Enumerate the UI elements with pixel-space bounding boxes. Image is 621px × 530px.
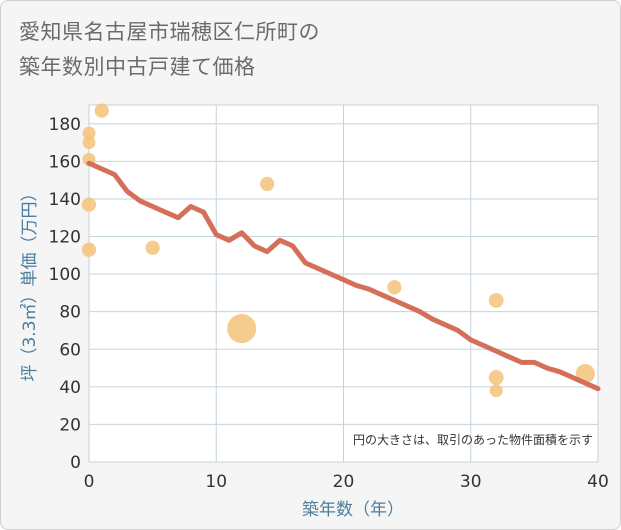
y-tick-label: 100 <box>49 265 81 285</box>
x-axis-label: 築年数（年） <box>302 500 404 520</box>
y-tick-label: 60 <box>59 340 81 360</box>
data-point <box>488 370 504 385</box>
x-tick-label: 0 <box>84 472 95 492</box>
y-tick-label: 140 <box>49 190 81 210</box>
y-tick-label: 120 <box>49 228 81 248</box>
data-point <box>81 197 97 212</box>
y-tick-label: 160 <box>49 152 81 172</box>
data-point <box>94 103 109 118</box>
data-point <box>82 136 96 150</box>
y-tick-label: 40 <box>59 378 81 398</box>
chart-title-line-2: 築年数別中古戸建て価格 <box>19 55 256 79</box>
plot-border <box>88 104 599 463</box>
data-point <box>227 314 257 344</box>
y-tick-label: 0 <box>70 453 81 473</box>
chart-title: 愛知県名古屋市瑞穂区仁所町の 築年数別中古戸建て価格 <box>19 15 579 85</box>
data-point <box>387 280 402 295</box>
chart-title-line-1: 愛知県名古屋市瑞穂区仁所町の <box>19 20 320 44</box>
x-tick-label: 20 <box>333 472 355 492</box>
data-point <box>489 384 503 398</box>
data-point <box>488 292 504 308</box>
size-note: 円の大きさは、取引のあった物件面積を示す <box>353 432 593 447</box>
y-tick-label: 180 <box>49 115 81 135</box>
trend-line <box>86 160 601 392</box>
data-point <box>260 176 275 192</box>
x-tick-label: 40 <box>587 472 609 492</box>
data-point <box>145 240 160 255</box>
data-point <box>81 242 97 257</box>
y-tick-label: 80 <box>59 303 81 323</box>
x-tick-label: 10 <box>205 472 227 492</box>
data-point <box>82 126 96 140</box>
x-tick-label: 30 <box>460 472 482 492</box>
y-axis-label: 坪（3.3㎡）単価（万円） <box>20 184 40 381</box>
y-tick-label: 20 <box>59 415 81 435</box>
